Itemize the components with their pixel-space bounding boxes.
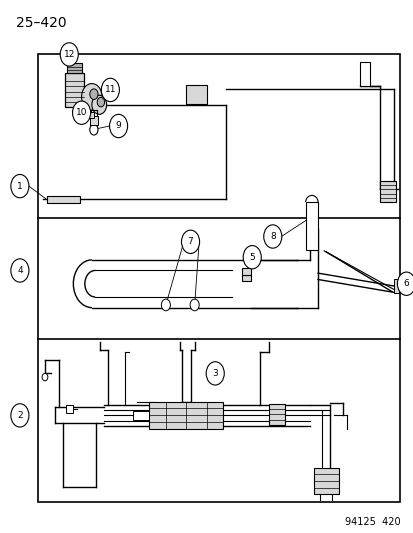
Circle shape	[206, 362, 224, 385]
Bar	[359, 62, 369, 86]
Circle shape	[92, 95, 107, 114]
Circle shape	[60, 43, 78, 66]
Text: 7: 7	[187, 237, 193, 246]
Bar	[66, 405, 72, 413]
Text: 94125  420: 94125 420	[344, 518, 399, 527]
Bar	[379, 181, 395, 202]
Circle shape	[11, 403, 29, 427]
Bar	[65, 73, 83, 108]
Circle shape	[181, 230, 199, 254]
Text: 6: 6	[403, 279, 408, 288]
Circle shape	[396, 272, 413, 295]
Bar	[305, 202, 317, 250]
Bar	[313, 468, 338, 495]
Circle shape	[90, 89, 98, 100]
Bar	[38, 54, 399, 503]
Circle shape	[42, 374, 48, 381]
Circle shape	[90, 124, 98, 135]
Text: 5: 5	[249, 253, 254, 262]
Circle shape	[11, 259, 29, 282]
Circle shape	[242, 246, 261, 269]
Text: 2: 2	[17, 411, 23, 420]
Circle shape	[161, 299, 170, 311]
Bar	[186, 85, 206, 104]
Circle shape	[97, 98, 104, 107]
Text: 25–420: 25–420	[16, 16, 66, 30]
Bar	[47, 196, 79, 203]
Text: 4: 4	[17, 266, 23, 275]
Text: 10: 10	[76, 108, 87, 117]
Bar	[241, 274, 250, 281]
Text: 1: 1	[17, 182, 23, 191]
Text: 11: 11	[104, 85, 116, 94]
Bar	[149, 402, 223, 429]
Bar	[85, 112, 94, 118]
Circle shape	[109, 114, 127, 138]
Circle shape	[72, 101, 90, 124]
Circle shape	[190, 299, 199, 311]
Bar	[241, 268, 250, 274]
Bar	[67, 63, 81, 73]
Bar	[393, 279, 398, 293]
Bar	[268, 403, 285, 425]
Text: 9: 9	[115, 122, 121, 131]
Text: 3: 3	[212, 369, 218, 378]
Circle shape	[81, 84, 102, 110]
Bar	[90, 116, 98, 125]
Text: 12: 12	[64, 50, 75, 59]
Circle shape	[263, 225, 281, 248]
Circle shape	[101, 78, 119, 102]
Circle shape	[11, 174, 29, 198]
Bar	[133, 411, 149, 419]
Text: 8: 8	[269, 232, 275, 241]
